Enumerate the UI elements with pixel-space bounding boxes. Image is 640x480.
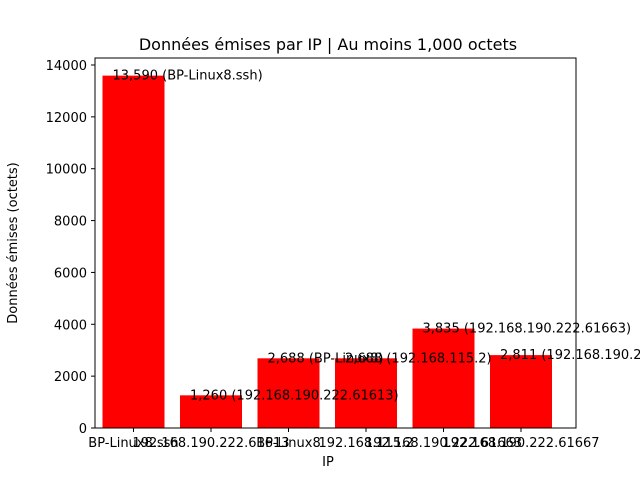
x-tick-label: BP-Linux8: [256, 436, 320, 451]
data-labels-group: 13,590 (BP-Linux8.ssh) 1,260 (192.168.190…: [113, 69, 640, 404]
y-tick-label: 14000: [46, 59, 87, 74]
data-label: 2,688 (192.168.115.2): [345, 351, 492, 366]
x-axis-label: IP: [322, 455, 334, 470]
y-tick-label: 0: [79, 422, 87, 437]
x-tick-label: 192.168.190.222.61613: [132, 436, 289, 451]
bars-group: [102, 75, 552, 428]
bar: [257, 358, 320, 428]
data-label: 3,835 (192.168.190.222.61663): [423, 322, 632, 337]
bar: [490, 355, 552, 428]
x-tick-label: BP-Linux8.ssh: [88, 436, 178, 451]
data-label: 1,260 (192.168.190.222.61613): [190, 388, 399, 403]
y-tick-label: 10000: [46, 163, 87, 178]
bar: [102, 75, 165, 428]
y-axis-label: Données émises (octets): [6, 162, 21, 324]
y-tick-label: 8000: [54, 215, 87, 230]
bar: [412, 328, 475, 428]
data-label: 13,590 (BP-Linux8.ssh): [113, 69, 263, 84]
y-axis-ticks: 0 2000 4000 6000 8000 10000 12000 14000: [46, 59, 95, 437]
x-tick-label: 192.168.190.222.61663: [365, 436, 522, 451]
y-tick-label: 12000: [46, 111, 87, 126]
y-tick-label: 6000: [54, 266, 87, 281]
x-tick-label: 192.168.115.2: [318, 436, 413, 451]
bar: [335, 358, 397, 428]
plot-frame: [94, 57, 577, 429]
data-label: 2,688 (BP-Linux8): [268, 351, 384, 366]
chart-title: Données émises par IP | Au moins 1,000 o…: [139, 35, 517, 54]
x-axis-ticks: BP-Linux8.ssh192.168.190.222.61613BP-Lin…: [88, 428, 600, 451]
y-tick-label: 2000: [54, 370, 87, 385]
y-tick-label: 4000: [54, 318, 87, 333]
x-tick-label: 192.168.190.222.61667: [442, 436, 599, 451]
bar: [180, 395, 242, 428]
data-label: 2,811 (192.168.190.222.61667): [500, 348, 640, 363]
